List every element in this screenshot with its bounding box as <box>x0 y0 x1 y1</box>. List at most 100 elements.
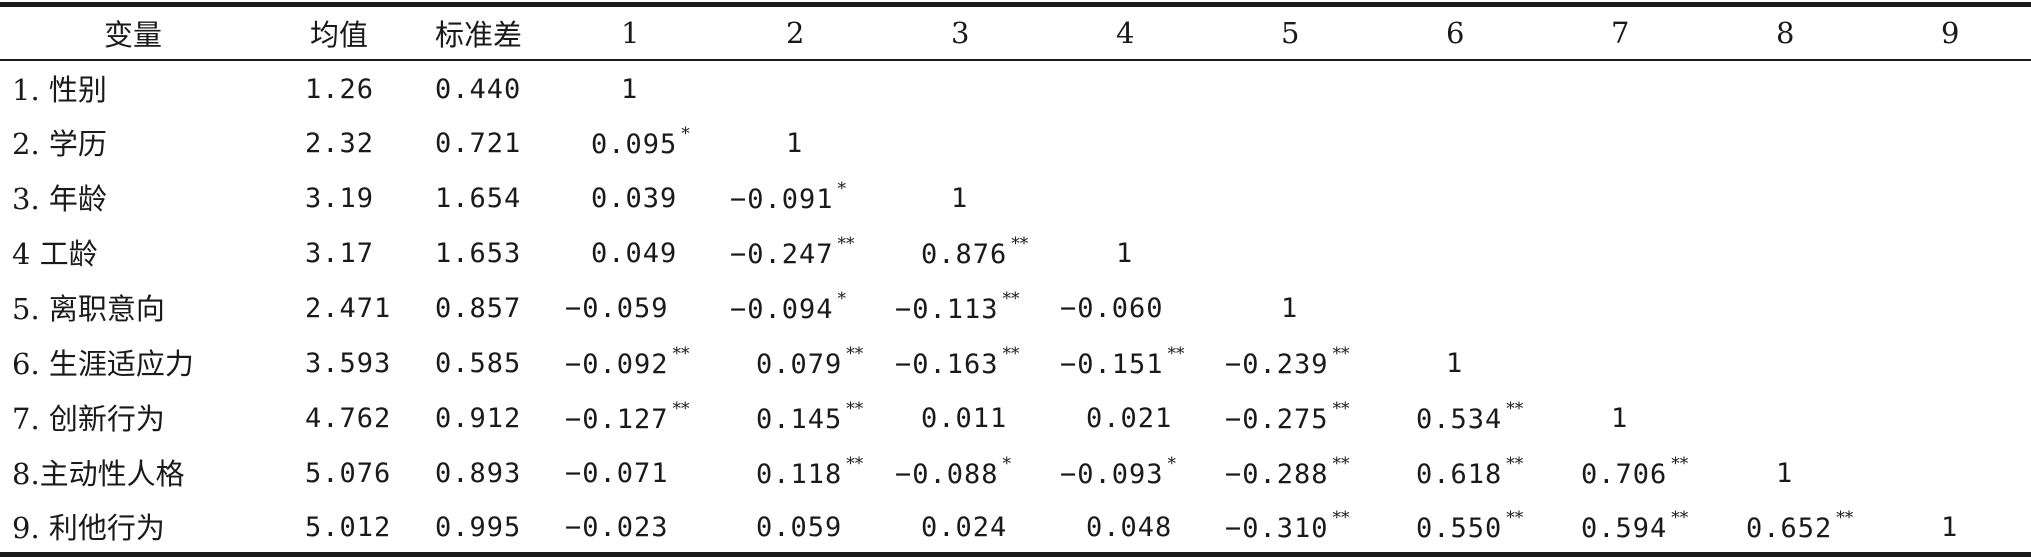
header-col-4: 4 <box>1055 2 1220 61</box>
sd-cell: 0.585 <box>400 335 560 390</box>
significance-marker: ** <box>1332 454 1350 474</box>
mean-value: 2.32 <box>305 128 375 159</box>
header-sd: 标准差 <box>400 2 560 61</box>
header-col-1: 1 <box>560 2 725 61</box>
correlation-value-group: −0.091 * <box>730 179 846 215</box>
correlation-value-group: 1 <box>786 125 803 159</box>
variable-name-cell: 3. 年龄 <box>12 182 107 216</box>
significance-marker: ** <box>846 344 864 364</box>
table-row: 2. 学历 2.32 0.721 0.095 * 1 <box>0 115 2031 170</box>
correlation-value: 1 <box>1941 511 1959 543</box>
correlation-cell: 0.618 ** <box>1385 445 1550 500</box>
correlation-value-group: −0.093 * <box>1060 454 1176 490</box>
header-col-8: 8 <box>1715 2 1880 61</box>
table-row: 7. 创新行为 4.762 0.912 −0.127 ** 0.145 ** 0.011 0.0… <box>0 390 2031 445</box>
correlation-cell <box>1880 115 2031 170</box>
correlation-cell <box>1220 115 1385 170</box>
significance-marker: * <box>1167 454 1177 474</box>
header-mean: 均值 <box>270 2 400 61</box>
significance-marker: * <box>837 179 847 199</box>
correlation-cell: −0.151 ** <box>1055 335 1220 390</box>
correlation-cell: 0.652 ** <box>1715 499 1880 557</box>
correlation-value-group: 0.049 <box>591 235 677 269</box>
significance-marker: ** <box>672 344 690 364</box>
correlation-cell <box>1715 390 1880 445</box>
correlation-cell: −0.127 ** <box>560 390 725 445</box>
correlation-cell <box>1715 115 1880 170</box>
significance-marker: ** <box>1011 234 1029 254</box>
correlation-value: 0.039 <box>591 183 678 214</box>
correlation-value: −0.113 <box>895 294 999 325</box>
significance-marker: ** <box>1332 507 1350 528</box>
significance-marker: * <box>681 124 690 144</box>
correlation-cell: 1 <box>890 170 1055 225</box>
correlation-value-group: 1 <box>621 71 638 105</box>
correlation-value: −0.288 <box>1225 459 1329 490</box>
correlation-value-group: −0.310 ** <box>1225 508 1350 544</box>
correlation-cell: 1 <box>1055 225 1220 280</box>
correlation-cell <box>1880 60 2031 115</box>
correlation-value-group: −0.247 ** <box>730 234 855 270</box>
correlation-value-group: 0.534 ** <box>1416 399 1523 435</box>
correlation-value: −0.093 <box>1060 459 1164 490</box>
correlation-cell: 0.876 ** <box>890 225 1055 280</box>
correlation-value-group: −0.275 ** <box>1225 399 1350 435</box>
correlation-value-group: 1 <box>1776 455 1793 489</box>
sd-value: 0.995 <box>435 511 522 543</box>
correlation-cell <box>1055 170 1220 225</box>
correlation-cell <box>1550 60 1715 115</box>
correlation-cell <box>1550 280 1715 335</box>
correlation-value-group: 1 <box>1446 345 1463 379</box>
correlation-value: 0.021 <box>1086 403 1173 434</box>
correlation-value-group: −0.239 ** <box>1225 344 1350 380</box>
correlation-value: −0.088 <box>895 459 999 490</box>
significance-marker: ** <box>837 234 855 254</box>
mean-value: 4.762 <box>305 403 392 434</box>
significance-marker: ** <box>1332 344 1350 364</box>
correlation-value: 0.118 <box>756 459 843 490</box>
table-row: 9. 利他行为 5.012 0.995 −0.023 0.059 0.024 0.048 −0… <box>0 499 2031 557</box>
correlation-value-group: −0.023 <box>565 509 669 543</box>
correlation-cell: −0.094 * <box>725 280 890 335</box>
correlation-cell <box>725 60 890 115</box>
mean-value: 3.17 <box>305 238 375 269</box>
correlation-value: 0.534 <box>1416 404 1503 435</box>
correlation-cell <box>1880 390 2031 445</box>
correlation-cell <box>1715 280 1880 335</box>
table-row: 1. 性别 1.26 0.440 1 <box>0 60 2031 115</box>
sd-value: 1.653 <box>435 238 522 269</box>
correlation-value: −0.091 <box>730 184 834 215</box>
correlation-value: 1 <box>951 183 969 214</box>
correlation-value: 0.011 <box>921 403 1008 434</box>
correlation-value: 0.618 <box>1416 459 1503 490</box>
header-col-6: 6 <box>1385 2 1550 61</box>
correlation-cell: −0.071 <box>560 445 725 500</box>
correlation-value: −0.071 <box>565 458 669 489</box>
correlation-cell <box>1385 170 1550 225</box>
correlation-value: 1 <box>1116 238 1134 269</box>
correlation-value-group: 0.021 <box>1086 400 1172 434</box>
significance-marker: ** <box>1836 507 1854 528</box>
correlation-value: 0.550 <box>1416 512 1503 544</box>
correlation-value-group: 1 <box>951 180 968 214</box>
correlation-cell <box>890 60 1055 115</box>
correlation-cell <box>1550 225 1715 280</box>
correlation-value: 1 <box>786 128 804 159</box>
correlation-cell: −0.091 * <box>725 170 890 225</box>
correlation-value: −0.060 <box>1060 293 1164 324</box>
correlation-value-group: −0.288 ** <box>1225 454 1350 490</box>
header-col-5: 5 <box>1220 2 1385 61</box>
correlation-cell <box>1055 60 1220 115</box>
correlation-value: −0.310 <box>1225 512 1329 544</box>
table-row: 8.主动性人格 5.076 0.893 −0.071 0.118 ** −0.088 * −0.… <box>0 445 2031 500</box>
correlation-cell: −0.088 * <box>890 445 1055 500</box>
correlation-value: 0.876 <box>921 239 1008 270</box>
sd-cell: 0.995 <box>400 499 560 557</box>
correlation-cell: 0.145 ** <box>725 390 890 445</box>
correlation-value-group: 0.011 <box>921 400 1007 434</box>
sd-cell: 0.912 <box>400 390 560 445</box>
correlation-cell: 1 <box>1385 335 1550 390</box>
correlation-cell: 0.594 ** <box>1550 499 1715 557</box>
correlation-cell <box>1880 225 2031 280</box>
